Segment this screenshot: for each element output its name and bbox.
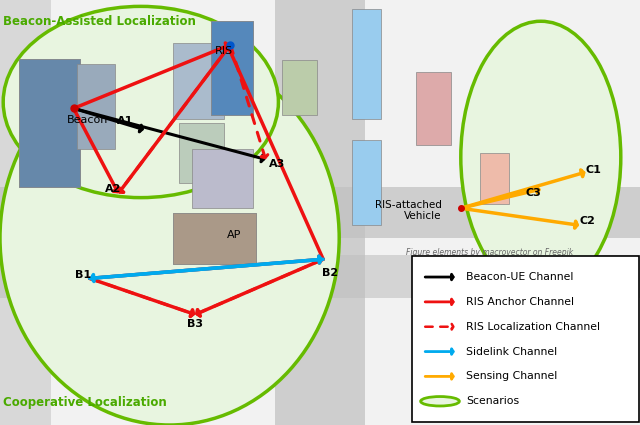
Text: C1: C1 [586,165,602,175]
Text: Sidelink Channel: Sidelink Channel [466,346,557,357]
Bar [352,8,381,119]
FancyBboxPatch shape [412,256,639,422]
Text: Beacon-UE Channel: Beacon-UE Channel [466,272,573,282]
Text: A3: A3 [269,159,285,169]
Bar [77,64,115,149]
Text: Scenarios: Scenarios [466,396,519,406]
Text: C3: C3 [525,188,541,198]
Text: C2: C2 [579,216,595,226]
Text: Beacon-Assisted Localization: Beacon-Assisted Localization [3,15,196,28]
Bar [211,21,253,115]
Text: Self-L&S with
a Full-Duplex
Transceiver: Self-L&S with a Full-Duplex Transceiver [467,323,557,366]
Bar [480,153,509,204]
Ellipse shape [420,397,460,406]
Bar [19,60,80,187]
Bar [282,60,317,115]
Bar [352,140,381,225]
Bar [179,123,224,183]
Text: A2: A2 [105,184,122,194]
Bar [416,72,451,144]
Ellipse shape [3,6,278,198]
Text: RIS Anchor Channel: RIS Anchor Channel [466,297,574,307]
Bar [173,212,256,264]
Text: RIS-attached
Vehicle: RIS-attached Vehicle [375,200,442,221]
Bar [19,60,80,187]
Text: Figure elements by macrovector on Freepik: Figure elements by macrovector on Freepi… [406,248,573,258]
Text: Sensing Channel: Sensing Channel [466,371,557,381]
Text: RIS Localization Channel: RIS Localization Channel [466,322,600,332]
Bar [211,21,253,115]
Bar [173,212,256,264]
Text: AP: AP [227,230,241,240]
Text: RIS: RIS [214,46,232,56]
Bar [173,42,224,119]
Bar [0,0,51,425]
Text: B3: B3 [187,319,204,329]
Text: B1: B1 [75,270,92,280]
Bar [192,149,253,208]
Text: Cooperative Localization: Cooperative Localization [3,396,167,409]
Bar [0,187,640,238]
Text: Beacon: Beacon [67,115,109,125]
Ellipse shape [461,21,621,293]
Text: B2: B2 [321,268,338,278]
Bar [275,0,365,425]
Text: A1: A1 [116,116,133,126]
Ellipse shape [0,51,339,425]
Bar [0,255,640,298]
